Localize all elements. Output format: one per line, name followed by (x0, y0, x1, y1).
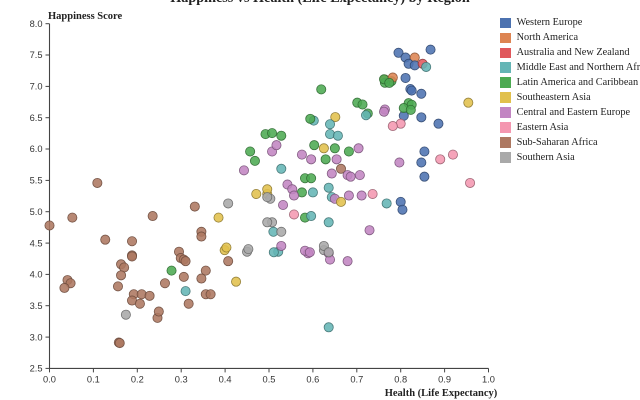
svg-text:7.5: 7.5 (30, 50, 43, 60)
svg-text:0.2: 0.2 (131, 374, 144, 384)
svg-text:4.5: 4.5 (30, 238, 43, 248)
svg-text:0.8: 0.8 (394, 374, 407, 384)
svg-text:0.1: 0.1 (87, 374, 100, 384)
svg-text:0.6: 0.6 (306, 374, 319, 384)
svg-text:0.9: 0.9 (438, 374, 451, 384)
svg-text:0.3: 0.3 (175, 374, 188, 384)
svg-text:0.0: 0.0 (43, 374, 56, 384)
svg-text:6.0: 6.0 (30, 144, 43, 154)
svg-text:7.0: 7.0 (30, 82, 43, 92)
svg-text:0.7: 0.7 (350, 374, 363, 384)
svg-text:4.0: 4.0 (30, 270, 43, 280)
svg-text:0.4: 0.4 (219, 374, 232, 384)
svg-text:2.5: 2.5 (30, 364, 43, 374)
svg-text:5.0: 5.0 (30, 207, 43, 217)
svg-text:6.5: 6.5 (30, 113, 43, 123)
svg-text:1.0: 1.0 (482, 374, 495, 384)
svg-text:3.0: 3.0 (30, 332, 43, 342)
svg-text:3.5: 3.5 (30, 301, 43, 311)
svg-text:0.5: 0.5 (263, 374, 276, 384)
svg-text:5.5: 5.5 (30, 176, 43, 186)
svg-text:8.0: 8.0 (30, 19, 43, 29)
